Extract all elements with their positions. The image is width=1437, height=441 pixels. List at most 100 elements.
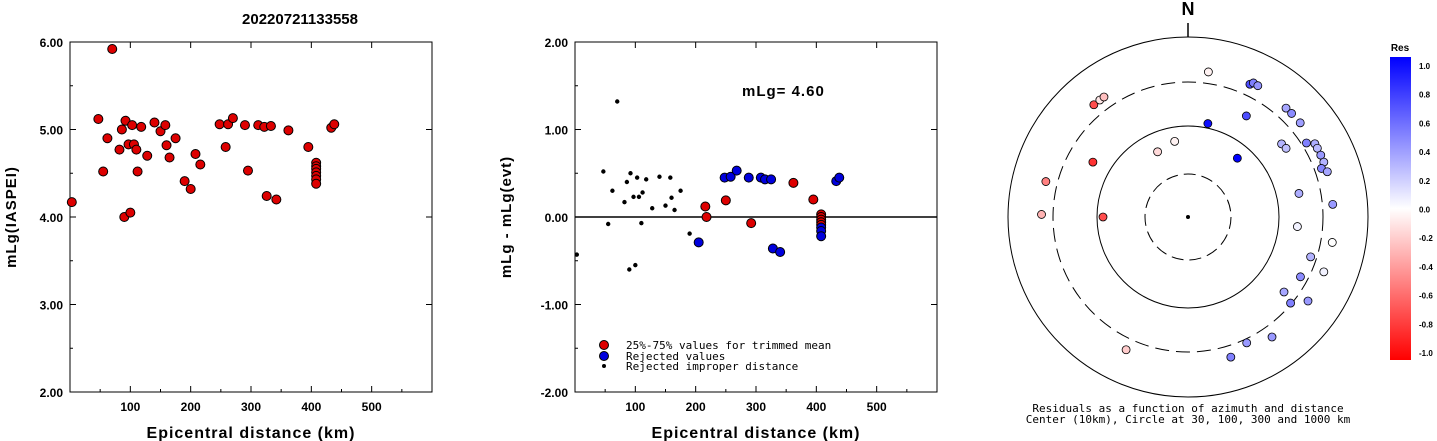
y-axis-label: mLg - mLg(evt) xyxy=(498,156,515,278)
y-tick-label: -1.00 xyxy=(541,299,569,313)
improper-distance-point xyxy=(624,179,630,185)
rejected-value-point xyxy=(816,231,827,242)
station-residual-point xyxy=(1203,67,1213,77)
station-residual-point xyxy=(1267,332,1277,342)
improper-distance-point xyxy=(640,190,645,195)
colorbar-tick-label: -0.8 xyxy=(1419,320,1433,329)
magnitude-point xyxy=(102,133,113,144)
trimmed-mean-point xyxy=(788,177,799,188)
colorbar-tick-label: -0.2 xyxy=(1419,234,1433,243)
magnitude-point xyxy=(261,191,272,201)
magnitude-point xyxy=(164,152,175,163)
ring-30km xyxy=(1144,173,1232,261)
improper-distance-point xyxy=(622,199,627,205)
rejected-value-point xyxy=(725,171,736,182)
improper-distance-point xyxy=(668,175,673,180)
improper-distance-point xyxy=(663,203,668,208)
station-residual-point xyxy=(1226,352,1236,362)
station-residual-point xyxy=(1203,119,1213,128)
station-residual-point xyxy=(1281,143,1291,153)
legend-label-improper-distance: Rejected improper distance xyxy=(626,360,798,373)
y-tick-label: 2.00 xyxy=(545,36,569,50)
trimmed-mean-point xyxy=(720,195,731,206)
improper-distance-point xyxy=(678,188,683,193)
improper-distance-point xyxy=(605,221,611,227)
rejected-value-point xyxy=(775,247,786,257)
station-residual-point xyxy=(1041,177,1051,186)
colorbar-tick-label: 0.0 xyxy=(1419,206,1431,215)
improper-distance-point xyxy=(610,188,615,193)
improper-distance-point xyxy=(650,206,655,211)
improper-distance-point xyxy=(687,231,692,236)
station-residual-point xyxy=(1302,138,1311,148)
x-tick-label: 400 xyxy=(806,400,826,414)
magnitude-point xyxy=(161,140,172,151)
x-tick-label: 500 xyxy=(867,400,887,414)
improper-distance-point xyxy=(672,207,677,213)
ring-300km xyxy=(1052,81,1324,353)
improper-distance-point xyxy=(627,267,632,272)
improper-distance-point xyxy=(633,262,638,268)
improper-distance-point xyxy=(601,169,606,174)
magnitude-point xyxy=(98,166,109,177)
improper-distance-point xyxy=(657,174,662,179)
station-residual-point xyxy=(1286,298,1295,308)
colorbar-ticks: 1.0 0.8 0.6 0.4 0.2 0.0 -0.2 -0.4 -0.6 -0.8 -1.0 xyxy=(1419,62,1433,358)
magnitude-point xyxy=(242,165,253,176)
data-points xyxy=(66,44,340,222)
magnitude-point xyxy=(179,176,190,187)
trimmed-mean-point xyxy=(746,218,757,229)
station-residual-point xyxy=(1088,157,1098,167)
trimmed-mean-point xyxy=(808,194,819,205)
station-residual-point xyxy=(1089,100,1099,110)
magnitude-point xyxy=(283,125,294,136)
improper-distance-point xyxy=(615,99,620,104)
improper-distance-point xyxy=(643,177,649,182)
legend-label-trimmed-mean: 25%-75% values for trimmed mean xyxy=(626,339,831,352)
data-points xyxy=(574,99,845,272)
colorbar-tick-label: -0.4 xyxy=(1419,263,1433,272)
improper-distance-point xyxy=(574,252,580,257)
legend-marker-trimmed-mean xyxy=(599,340,609,350)
station-residual-point xyxy=(1153,147,1162,157)
magnitude-point xyxy=(116,124,127,135)
x-tick-label: 200 xyxy=(181,400,201,414)
station-residual-point xyxy=(1281,103,1291,113)
colorbar-tick-label: 0.4 xyxy=(1419,148,1431,157)
improper-distance-point xyxy=(639,220,644,226)
x-axis-ticks: 100 200 300 400 500 xyxy=(604,42,908,414)
colorbar-tick-label: 0.6 xyxy=(1419,119,1431,128)
colorbar-tick-label: -1.0 xyxy=(1419,349,1433,358)
x-tick-label: 400 xyxy=(301,400,321,414)
trimmed-mean-point xyxy=(700,201,711,212)
legend-marker-improper-distance xyxy=(602,364,606,368)
x-tick-label: 200 xyxy=(686,400,706,414)
magnitude-point xyxy=(303,142,314,152)
y-tick-label: 2.00 xyxy=(40,386,64,400)
x-tick-label: 500 xyxy=(362,400,382,414)
station-residual-point xyxy=(1295,118,1305,128)
colorbar-gradient xyxy=(1390,57,1411,360)
improper-distance-point xyxy=(636,194,642,200)
station-residual-point xyxy=(1312,143,1322,153)
improper-distance-point xyxy=(669,195,674,200)
station-residual-point xyxy=(1242,338,1252,348)
residual-colorbar: Res 1.0 0.8 0.6 0.4 0.2 0.0 -0.2 -0.4 -0.6 -0.8 -1… xyxy=(1390,43,1433,360)
station-residual-point xyxy=(1303,296,1313,306)
magnitude-point xyxy=(114,144,125,155)
magnitude-point xyxy=(220,142,231,152)
magnitude-point xyxy=(127,120,138,131)
colorbar-tick-label: -0.6 xyxy=(1419,292,1433,301)
ring-100km xyxy=(1096,125,1280,309)
station-residual-point xyxy=(1121,345,1131,355)
station-residual-point xyxy=(1287,109,1296,118)
station-residual-point xyxy=(1253,81,1263,91)
mlg-annotation: mLg= 4.60 xyxy=(742,83,825,100)
improper-distance-point xyxy=(634,175,640,180)
magnitude-point xyxy=(107,44,118,54)
azimuth-residual-polar-plot: N Residuals as a function of azimuth and… xyxy=(1007,0,1369,426)
magnitude-point xyxy=(170,133,181,144)
x-axis-ticks: 100 200 300 400 500 xyxy=(99,42,403,414)
station-residual-point xyxy=(1241,111,1251,121)
